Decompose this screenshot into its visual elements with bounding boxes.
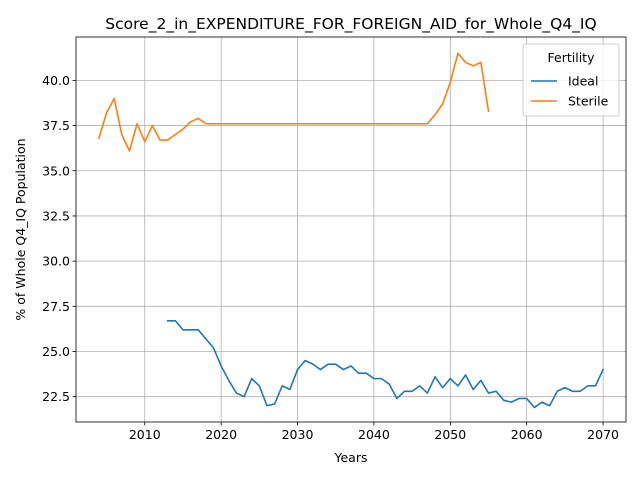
legend-label-sterile: Sterile [568,94,609,109]
y-axis-label: % of Whole Q4_IQ Population [13,138,28,320]
series-line-sterile [97,52,490,152]
legend-label-ideal: Ideal [568,74,598,89]
plot-frame [75,36,627,423]
y-tick-label: 32.5 [42,208,70,223]
y-tick-label: 22.5 [42,389,70,404]
y-tick-label: 27.5 [42,299,70,314]
x-tick-label: 2050 [434,427,466,442]
legend-title: Fertility [548,50,596,65]
y-tick-label: 30.0 [42,254,70,269]
x-tick-label: 2040 [358,427,390,442]
legend-entries: Ideal Sterile [531,74,609,109]
series-layer [97,52,605,409]
y-axis-ticks: 22.5 25.0 27.5 30.0 32.5 35.0 37.5 40.0 [42,73,76,404]
y-tick-label: 40.0 [42,73,70,88]
x-tick-label: 2010 [129,427,161,442]
legend: Fertility Ideal Sterile [522,43,620,117]
y-tick-label: 35.0 [42,163,70,178]
x-tick-label: 2070 [587,427,619,442]
legend-box [522,43,620,117]
x-tick-label: 2030 [282,427,314,442]
x-tick-label: 2020 [205,427,237,442]
y-tick-label: 25.0 [42,344,70,359]
y-tick-label: 37.5 [42,118,70,133]
chart-title: Score_2_in_EXPENDITURE_FOR_FOREIGN_AID_f… [105,15,596,34]
x-tick-label: 2060 [511,427,543,442]
x-axis-label: Years [334,450,368,465]
x-axis-ticks: 2010 2020 2030 2040 2050 2060 2070 [129,422,619,442]
series-line-ideal [166,319,605,409]
